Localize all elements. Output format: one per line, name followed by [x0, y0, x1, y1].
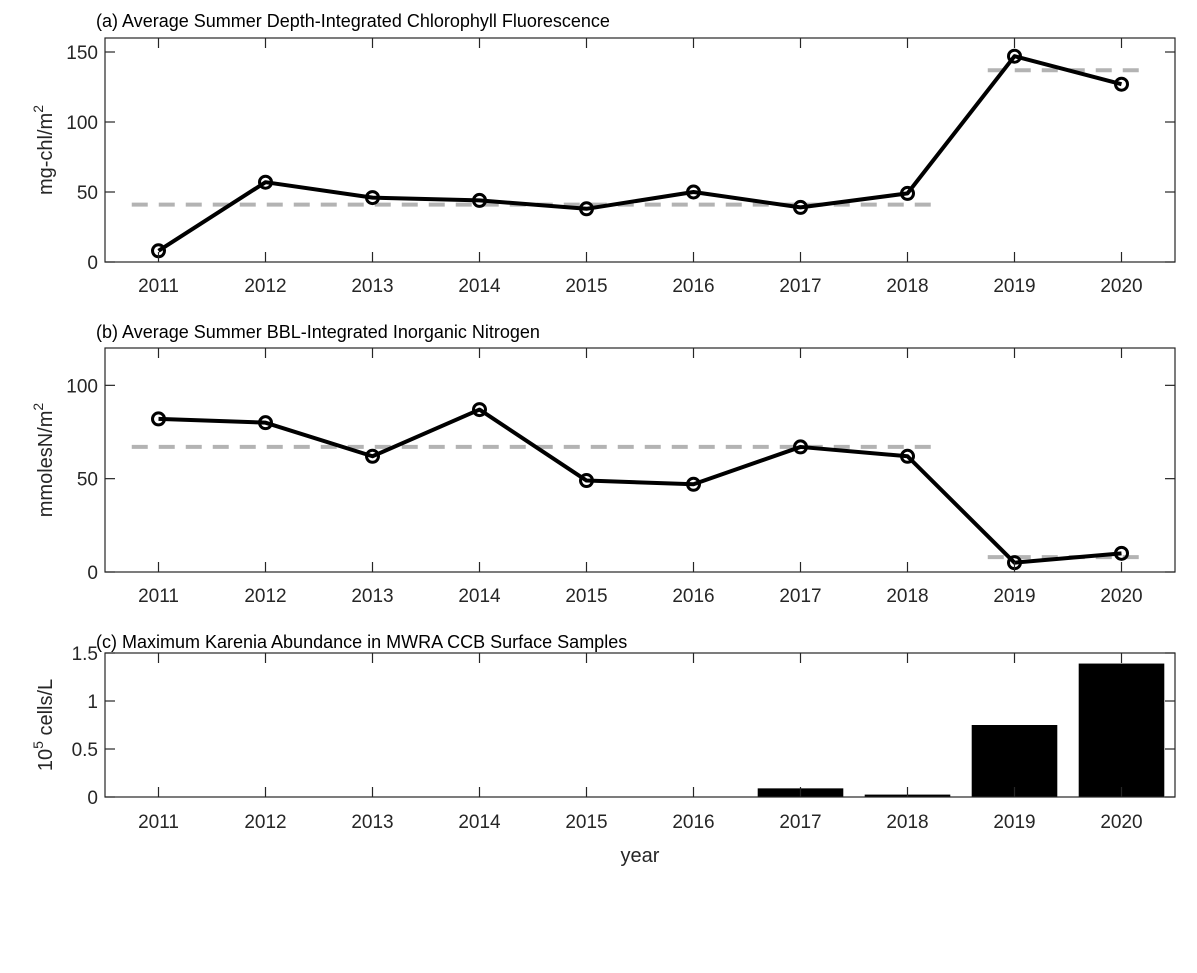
- x-tick-label: 2012: [244, 586, 286, 607]
- x-tick-label: 2017: [779, 586, 821, 607]
- y-axis-label-exponent: 2: [30, 105, 46, 113]
- y-tick-label: 1: [87, 692, 98, 713]
- x-tick-label: 2020: [1100, 586, 1142, 607]
- data-point-2020: [1114, 545, 1129, 561]
- data-point-2017: [793, 199, 808, 215]
- x-tick-label: 2018: [886, 586, 928, 607]
- x-tick-label: 2018: [886, 276, 928, 297]
- y-axis-label: mg-chl/m2: [30, 105, 57, 195]
- x-tick-label: 2020: [1100, 812, 1142, 833]
- x-tick-label: 2018: [886, 812, 928, 833]
- y-axis-label-unit: cells/L: [35, 679, 57, 741]
- data-point-2019: [1007, 48, 1022, 64]
- data-point-2020: [1114, 76, 1129, 92]
- y-tick-label: 100: [66, 376, 98, 397]
- data-point-2012: [258, 174, 273, 190]
- data-point-2014: [472, 402, 487, 418]
- axes-box: [104, 37, 1176, 263]
- x-tick-label: 2015: [565, 812, 607, 833]
- y-axis-label-unit: mmolesN/m: [35, 411, 57, 518]
- panel-c: (c) Maximum Karenia Abundance in MWRA CC…: [30, 632, 1176, 867]
- x-tick-label: 2013: [351, 276, 393, 297]
- x-axis-label: year: [621, 845, 660, 867]
- axes-box: [104, 347, 1176, 573]
- data-point-2013: [365, 190, 380, 206]
- data-point-2016: [686, 476, 701, 492]
- data-point-2012: [258, 415, 273, 431]
- x-tick-label: 2016: [672, 812, 714, 833]
- data-point-2014: [472, 192, 487, 208]
- x-tick-label: 2019: [993, 276, 1035, 297]
- y-tick-label: 50: [77, 183, 98, 204]
- x-tick-label: 2019: [993, 586, 1035, 607]
- panel-title: (c) Maximum Karenia Abundance in MWRA CC…: [96, 632, 627, 652]
- y-tick-label: 0.5: [72, 740, 98, 761]
- x-tick-label: 2017: [779, 276, 821, 297]
- y-tick-label: 0: [87, 788, 98, 809]
- x-tick-label: 2016: [672, 276, 714, 297]
- y-tick-label: 50: [77, 470, 98, 491]
- x-tick-label: 2019: [993, 812, 1035, 833]
- y-axis-label-exponent: 2: [30, 403, 46, 411]
- x-tick-label: 2014: [458, 812, 501, 833]
- x-tick-label: 2011: [138, 276, 179, 297]
- panel-title: (b) Average Summer BBL-Integrated Inorga…: [96, 322, 540, 342]
- data-point-2018: [900, 185, 915, 201]
- series-line: [157, 54, 1123, 253]
- y-axis-label-exponent: 5: [30, 741, 46, 749]
- x-tick-label: 2011: [138, 586, 179, 607]
- y-tick-label: 0: [87, 563, 98, 584]
- y-tick-label: 0: [87, 253, 98, 274]
- x-tick-label: 2013: [351, 586, 393, 607]
- x-tick-label: 2014: [458, 586, 501, 607]
- x-tick-label: 2016: [672, 586, 714, 607]
- data-point-2015: [579, 201, 594, 217]
- y-axis-label-unit: mg-chl/m: [35, 113, 57, 195]
- panel-a: (a) Average Summer Depth-Integrated Chlo…: [30, 11, 1176, 297]
- data-point-2018: [900, 448, 915, 464]
- y-tick-label: 150: [66, 43, 98, 64]
- data-point-2013: [365, 448, 380, 464]
- x-tick-label: 2011: [138, 812, 179, 833]
- panel-title: (a) Average Summer Depth-Integrated Chlo…: [96, 11, 610, 31]
- y-tick-label: 1.5: [72, 644, 98, 665]
- panel-b: (b) Average Summer BBL-Integrated Inorga…: [30, 322, 1176, 607]
- series-line: [158, 407, 1122, 565]
- x-tick-label: 2012: [244, 812, 286, 833]
- bar-2019: [971, 725, 1058, 797]
- data-point-2011: [151, 411, 166, 427]
- x-tick-label: 2020: [1100, 276, 1142, 297]
- bar-2020: [1078, 663, 1165, 797]
- data-point-2017: [793, 439, 808, 455]
- x-tick-label: 2012: [244, 276, 286, 297]
- y-tick-label: 100: [66, 113, 98, 134]
- y-axis-label-base: 10: [35, 749, 57, 771]
- axes-box: [104, 652, 1176, 798]
- y-axis-label: 105 cells/L: [30, 679, 57, 771]
- x-tick-label: 2013: [351, 812, 393, 833]
- x-tick-label: 2014: [458, 276, 501, 297]
- x-tick-label: 2015: [565, 586, 607, 607]
- y-axis-label: mmolesN/m2: [30, 403, 57, 518]
- data-point-2015: [579, 473, 594, 489]
- x-tick-label: 2015: [565, 276, 607, 297]
- x-tick-label: 2017: [779, 812, 821, 833]
- data-point-2016: [686, 184, 701, 200]
